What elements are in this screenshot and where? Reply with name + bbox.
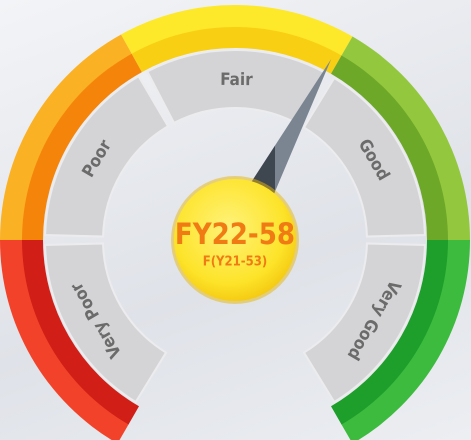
segment — [302, 242, 426, 404]
color-band-inner — [331, 55, 448, 240]
color-band-inner — [331, 240, 448, 425]
score-previous: F(Y21-53) — [203, 255, 268, 270]
score-current: FY22-58 — [175, 217, 295, 251]
segment — [302, 76, 426, 238]
color-band-inner — [131, 26, 342, 74]
color-band-outer — [341, 240, 470, 440]
segment — [44, 74, 170, 238]
hub — [174, 179, 296, 301]
color-band-inner — [22, 240, 139, 425]
segment — [44, 242, 168, 404]
color-band-outer — [121, 4, 353, 57]
color-band-outer — [0, 240, 129, 440]
color-band-inner — [22, 53, 142, 241]
color-band-outer — [0, 34, 133, 240]
segment — [145, 49, 328, 126]
segment-label: Fair — [220, 70, 253, 90]
color-band-outer — [341, 36, 470, 240]
